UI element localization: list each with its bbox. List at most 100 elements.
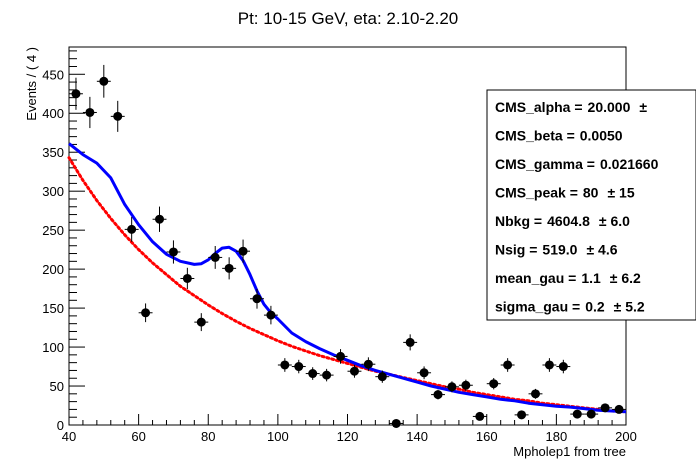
y-tick-label: 100 — [42, 340, 64, 355]
data-marker — [517, 410, 527, 420]
data-point — [319, 368, 334, 382]
data-marker — [377, 372, 387, 382]
fit-parameter-row: Nsig = 519.0 ± 4.6 — [495, 242, 618, 258]
data-point — [514, 410, 529, 420]
fit-parameter-row: CMS_alpha = 20.000 ± — [495, 99, 647, 115]
data-point — [291, 359, 306, 374]
data-marker — [141, 308, 151, 318]
data-point — [598, 403, 613, 413]
x-tick-label: 120 — [337, 429, 359, 444]
fit-parameter-row: CMS_gamma = 0.021660 — [495, 156, 659, 172]
fit-parameter-text: sigma_gau = 0.2 ± 5.2 — [495, 299, 645, 315]
data-point — [96, 64, 111, 98]
data-marker — [252, 294, 262, 304]
data-marker — [336, 351, 346, 361]
data-marker — [127, 224, 137, 234]
fit-parameter-text: CMS_peak = 80 ± 15 — [495, 185, 635, 201]
x-tick-label: 160 — [476, 429, 498, 444]
x-tick-label: 40 — [62, 429, 76, 444]
data-marker — [475, 411, 485, 421]
data-point — [556, 359, 571, 374]
x-tick-label: 200 — [615, 429, 637, 444]
data-marker — [586, 409, 596, 419]
y-tick-label: 0 — [57, 418, 64, 433]
data-point — [361, 357, 376, 372]
data-point — [263, 305, 278, 325]
x-axis-label: Mpholep1 from tree — [513, 444, 626, 459]
data-marker — [503, 360, 513, 370]
fit-parameter-text: CMS_gamma = 0.021660 — [495, 156, 659, 172]
y-tick-label: 200 — [42, 262, 64, 277]
data-marker — [280, 360, 290, 370]
fit-parameter-row: mean_gau = 1.1 ± 6.2 — [495, 270, 641, 286]
data-point — [166, 240, 181, 264]
data-point — [584, 409, 599, 419]
data-marker — [461, 380, 471, 390]
data-marker — [489, 379, 499, 389]
data-marker — [614, 404, 624, 414]
data-point — [222, 257, 237, 280]
data-marker — [99, 76, 109, 86]
y-axis: 0 50 100 150 200 250 300 350 400 450 — [42, 50, 85, 433]
data-point — [82, 96, 97, 129]
data-marker — [308, 369, 318, 379]
data-marker — [433, 390, 443, 400]
data-marker — [405, 337, 415, 347]
fit-parameter-row: sigma_gau = 0.2 ± 5.2 — [495, 299, 645, 315]
data-point — [528, 388, 543, 399]
data-point — [124, 217, 139, 242]
data-marker — [572, 409, 582, 419]
background-fit-curve — [67, 156, 628, 414]
total-fit-curve — [68, 142, 627, 414]
fit-parameter-text: CMS_beta = 0.0050 — [495, 128, 623, 144]
x-tick-label: 80 — [201, 429, 215, 444]
fit-parameter-text: Nsig = 519.0 ± 4.6 — [495, 242, 618, 258]
data-marker — [600, 403, 610, 413]
data-marker — [71, 89, 81, 99]
y-axis-label: Events / ( 4 ) — [24, 47, 39, 121]
y-tick-label: 300 — [42, 184, 64, 199]
data-marker — [238, 246, 248, 256]
data-point — [250, 288, 264, 309]
data-marker — [294, 362, 304, 372]
data-point — [542, 358, 557, 372]
data-marker — [447, 382, 457, 392]
x-tick-label: 60 — [131, 429, 145, 444]
y-tick-label: 450 — [42, 67, 64, 82]
fit-parameter-row: CMS_peak = 80 ± 15 — [495, 185, 635, 201]
fit-parameter-text: mean_gau = 1.1 ± 6.2 — [495, 270, 641, 286]
x-axis: 40 60 80 100 120 140 160 180 200 — [62, 414, 637, 444]
x-tick-label: 180 — [546, 429, 568, 444]
data-marker — [558, 362, 568, 372]
y-tick-label: 150 — [42, 301, 64, 316]
data-point — [305, 367, 320, 380]
data-marker — [155, 214, 165, 224]
y-tick-label: 350 — [42, 145, 64, 160]
data-point — [500, 358, 515, 372]
data-marker — [85, 107, 95, 117]
data-marker — [266, 310, 276, 320]
data-marker — [210, 252, 220, 262]
fit-parameter-row: CMS_beta = 0.0050 — [495, 128, 623, 144]
data-point — [486, 378, 501, 390]
data-point — [194, 313, 209, 332]
data-marker — [544, 360, 554, 370]
data-marker — [363, 359, 373, 369]
data-point — [277, 358, 292, 372]
x-tick-label: 140 — [406, 429, 428, 444]
data-point — [152, 206, 167, 232]
data-point — [180, 267, 195, 290]
fit-parameter-text: CMS_alpha = 20.000 ± — [495, 99, 647, 115]
data-point — [612, 404, 626, 414]
data-point — [110, 100, 125, 132]
background-fit-line — [67, 156, 628, 414]
data-marker — [113, 111, 123, 121]
data-point — [389, 418, 404, 428]
data-point — [138, 303, 153, 323]
data-point — [444, 381, 459, 393]
data-points — [69, 64, 626, 428]
data-marker — [168, 247, 178, 257]
x-tick-label: 100 — [267, 429, 289, 444]
data-marker — [419, 368, 429, 378]
data-point — [570, 409, 585, 419]
